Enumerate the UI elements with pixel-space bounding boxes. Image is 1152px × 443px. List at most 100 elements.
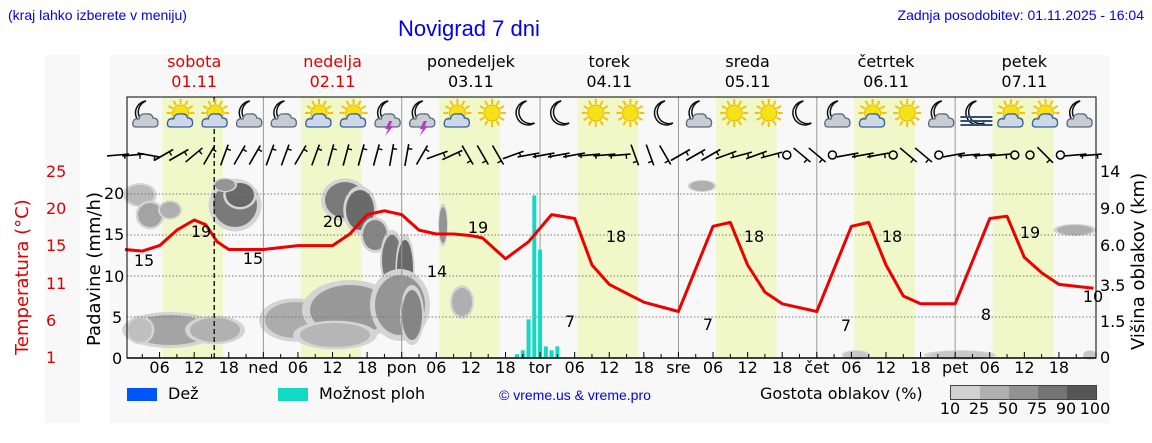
wind-barb-icon: [730, 151, 753, 159]
wind-barb-icon: [476, 145, 489, 165]
sun-cloud-icon: [997, 99, 1025, 128]
daylight-band: [715, 97, 777, 358]
hour-label: 18: [495, 358, 516, 377]
moon-fog-icon: [960, 100, 993, 126]
cloud-density-area: [402, 290, 422, 340]
showers-legend-swatch: [278, 388, 308, 401]
cloud-density-swatch: [980, 386, 1009, 399]
moon-thunder-icon: [408, 100, 436, 136]
showers-bar: [555, 346, 560, 358]
cloud-density-tick: 50: [997, 399, 1019, 418]
temperature-label: 18: [606, 227, 626, 246]
wind-barb-icon: [715, 150, 737, 160]
day-short-label: čet: [804, 358, 830, 377]
moon-thunder-icon: [374, 100, 401, 136]
sun-cloud-icon: [305, 99, 333, 128]
sun-cloud-icon: [166, 99, 195, 128]
temperature-label: 19: [1020, 223, 1040, 242]
precipitation-tick: 20: [104, 184, 125, 203]
region-menu-hint[interactable]: (kraj lahko izberete v meniju): [8, 7, 187, 23]
temperature-label: 8: [981, 305, 991, 324]
sun-icon: [478, 99, 506, 127]
calm-wind-icon: [827, 150, 838, 160]
temperature-label: 18: [744, 227, 764, 246]
moon-cloud-icon: [927, 100, 955, 128]
cloud-density-tick: 10: [939, 399, 961, 418]
wind-barb-icon: [491, 145, 505, 165]
precipitation-tick: 10: [104, 266, 125, 286]
calm-wind-icon: [934, 150, 944, 160]
cloud-density-area: [690, 181, 714, 191]
hour-label: 06: [841, 358, 862, 377]
temperature-tick: 20: [46, 199, 67, 219]
rain-legend-label: Dež: [168, 384, 199, 403]
daylight-band: [577, 97, 639, 358]
wind-barb-icon: [233, 145, 248, 165]
wind-barb-icon: [415, 145, 430, 165]
temperature-label: 7: [565, 312, 575, 331]
wind-barb-icon: [608, 153, 631, 159]
sun-icon: [616, 99, 645, 127]
day-date: 03.11: [447, 72, 494, 91]
calm-wind-icon: [782, 150, 792, 160]
temperature-tick: 11: [46, 273, 67, 293]
day-header: nedelja 02.11: [264, 52, 402, 92]
hour-label: 06: [426, 358, 447, 377]
calm-wind-icon: [1055, 150, 1066, 160]
cloud-height-tick: 1.5: [1100, 312, 1126, 331]
moon-cloud-icon: [1066, 100, 1093, 128]
cloud-height-tick: 6.0: [1100, 236, 1126, 255]
showers-bar: [543, 346, 548, 358]
wind-barb-icon: [899, 147, 918, 164]
wind-barb-icon: [988, 153, 1011, 159]
hour-label: 12: [599, 358, 620, 377]
moon-icon: [549, 100, 570, 126]
cloud-density-swatch: [1067, 386, 1096, 399]
wind-barb-icon: [248, 145, 263, 165]
day-date: 01.11: [171, 72, 218, 91]
hour-label: 12: [875, 358, 897, 377]
temperature-line: [124, 209, 1094, 313]
hour-label: 18: [772, 358, 793, 377]
day-short-label: tor: [528, 358, 552, 377]
wind-barb-icon: [388, 144, 398, 166]
daylight-band: [854, 97, 915, 358]
hour-label: 06: [149, 358, 170, 377]
cloud-density-tick: 25: [968, 399, 990, 418]
cloud-density-area: [126, 185, 154, 205]
hour-label: 12: [1014, 358, 1035, 377]
cloud-density-area: [439, 207, 447, 243]
cloud-density-area: [215, 179, 235, 191]
wind-barb-icon: [659, 145, 672, 165]
day-date: 04.11: [586, 72, 633, 91]
cloud-density-scale: [950, 385, 1097, 400]
moon-cloud-icon: [824, 100, 851, 128]
sun-icon: [754, 99, 783, 127]
wind-barb-icon: [294, 145, 308, 165]
hour-label: 18: [633, 358, 655, 377]
wind-barb-icon: [219, 144, 232, 166]
cloud-density-tick: 75: [1026, 399, 1048, 418]
cloud-density-area: [1057, 225, 1093, 235]
wind-barb-icon: [327, 144, 337, 166]
calm-wind-icon: [888, 150, 898, 160]
cloud-density-area: [138, 203, 162, 227]
day-name: sobota: [167, 52, 222, 71]
wind-barb-icon: [685, 148, 706, 162]
temperature-tick: 25: [46, 162, 67, 181]
day-date: 07.11: [1001, 72, 1048, 91]
cloud-density-legend-label: Gostota oblakov (%): [760, 384, 923, 403]
day-date: 02.11: [309, 72, 356, 91]
wind-barb-icon: [1036, 146, 1054, 164]
showers-bar: [515, 354, 520, 358]
cloud-density-area: [1084, 351, 1096, 359]
wind-barb-icon: [793, 147, 811, 164]
copyright-link[interactable]: © vreme.us & vreme.pro: [499, 387, 651, 403]
sun-cloud-icon: [858, 99, 887, 128]
day-date: 05.11: [724, 72, 771, 91]
temperature-label: 19: [191, 222, 211, 241]
left-axis-panel: [45, 55, 80, 423]
moon-icon: [792, 100, 812, 126]
wind-barb-icon: [153, 148, 174, 162]
